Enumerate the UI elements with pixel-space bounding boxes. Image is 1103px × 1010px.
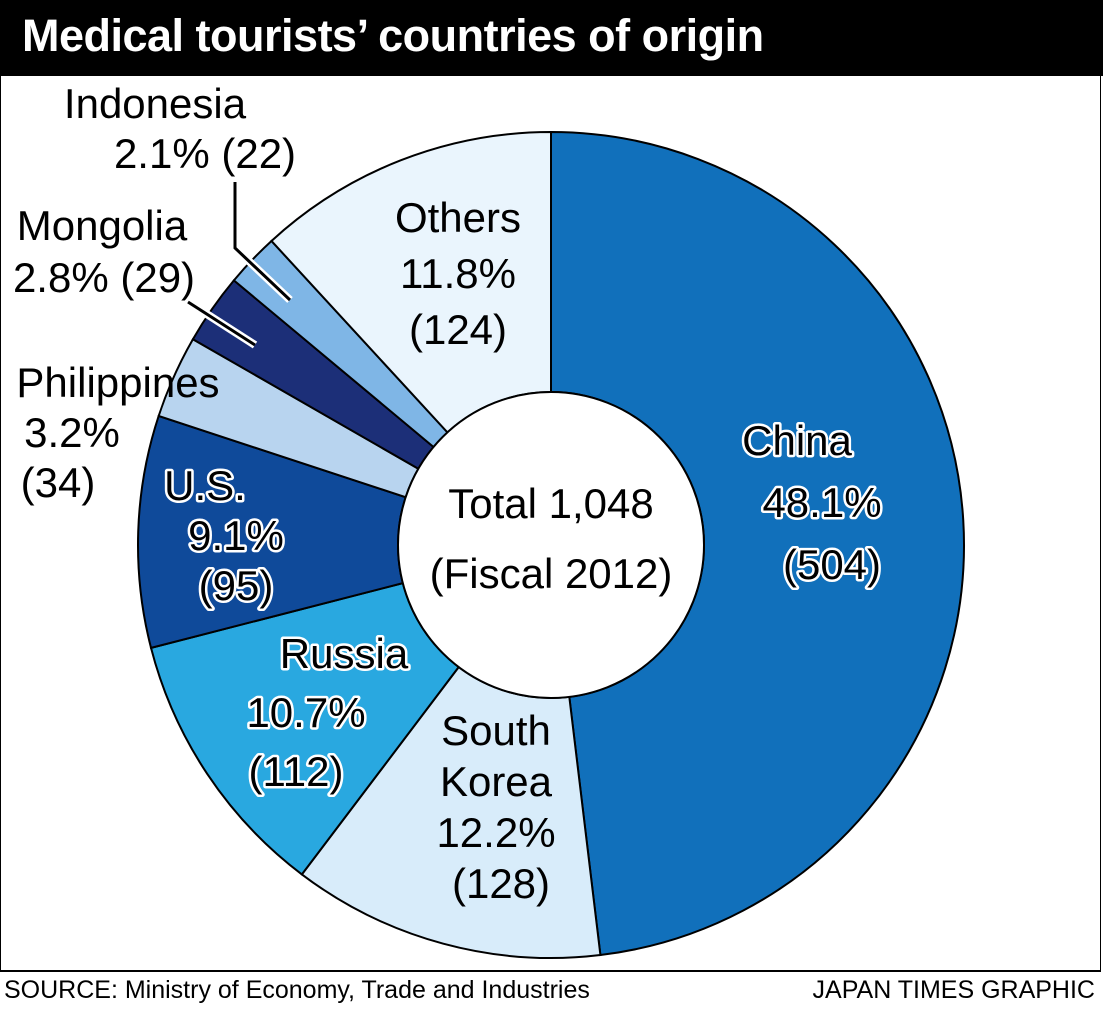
label-others: Others 11.8% (124)	[395, 194, 521, 353]
title-bar: Medical tourists’ countries of origin	[0, 0, 1103, 76]
credit-note: JAPAN TIMES GRAPHIC	[812, 976, 1095, 1004]
label-mongolia: Mongolia 2.8% (29)	[13, 202, 195, 301]
label-china: China 48.1% (504)	[742, 417, 881, 588]
leader-indonesia	[233, 182, 292, 302]
leader-mongolia	[187, 300, 256, 347]
label-philippines: Philippines 3.2% (34)	[16, 359, 219, 506]
label-indonesia: Indonesia 2.1% (22)	[64, 80, 296, 177]
label-u-s: U.S. 9.1% (95)	[164, 462, 284, 609]
label-russia: Russia 10.7% (112)	[246, 630, 408, 795]
chart-frame	[0, 76, 1101, 972]
chart-title: Medical tourists’ countries of origin	[22, 10, 764, 61]
center-total-label: Total 1,048 (Fiscal 2012)	[430, 480, 673, 597]
source-note: SOURCE: Ministry of Economy, Trade and I…	[4, 976, 590, 1004]
donut-center	[397, 391, 705, 699]
label-south-korea: South Korea 12.2% (128)	[436, 707, 555, 907]
